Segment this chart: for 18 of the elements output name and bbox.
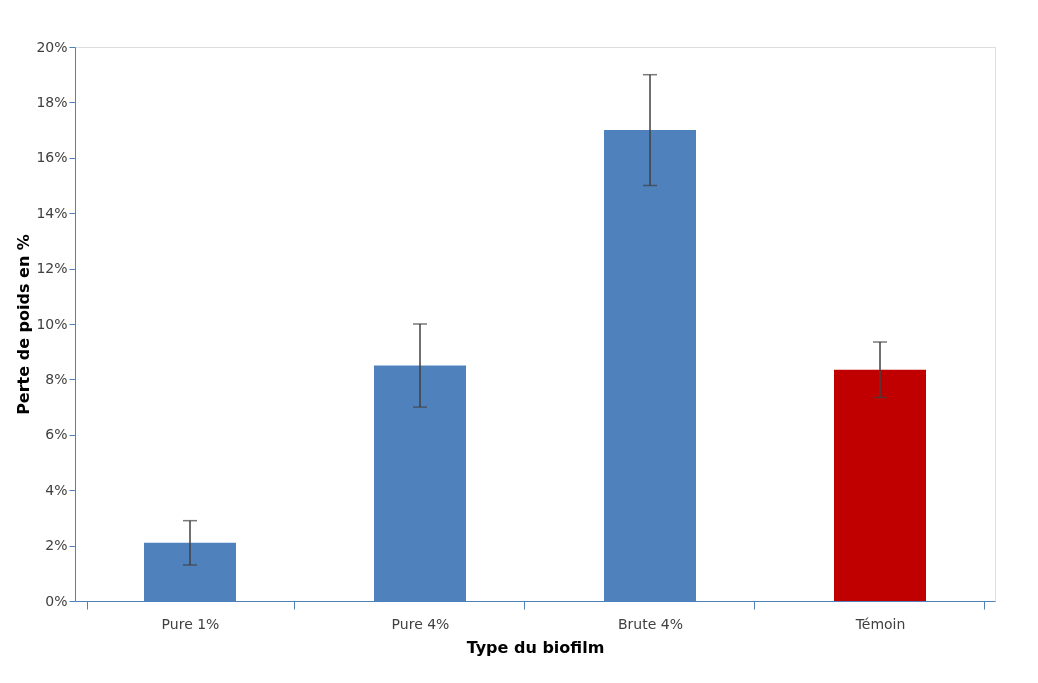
y-tick-label: 2% <box>45 537 68 554</box>
y-tick-label: 0% <box>45 592 68 609</box>
x-axis-title: Type du biofilm <box>466 637 605 657</box>
x-tick-label: Pure 1% <box>161 615 220 632</box>
y-tick-label: 8% <box>45 370 68 387</box>
x-tick-label: Témoin <box>854 615 906 632</box>
y-tick-label: 6% <box>45 426 68 443</box>
y-tick-label: 16% <box>36 149 68 166</box>
y-axis-title: Perte de poids en % <box>14 234 34 415</box>
y-tick-label: 12% <box>36 260 68 277</box>
x-tick-label: Pure 4% <box>391 615 450 632</box>
y-tick-label: 14% <box>36 204 68 221</box>
y-tick-label: 4% <box>45 481 68 498</box>
y-tick-label: 18% <box>36 93 68 110</box>
bar <box>834 369 926 601</box>
y-tick-label: 10% <box>36 315 68 332</box>
y-tick-label: 20% <box>36 38 68 55</box>
x-tick-label: Brute 4% <box>618 615 683 632</box>
